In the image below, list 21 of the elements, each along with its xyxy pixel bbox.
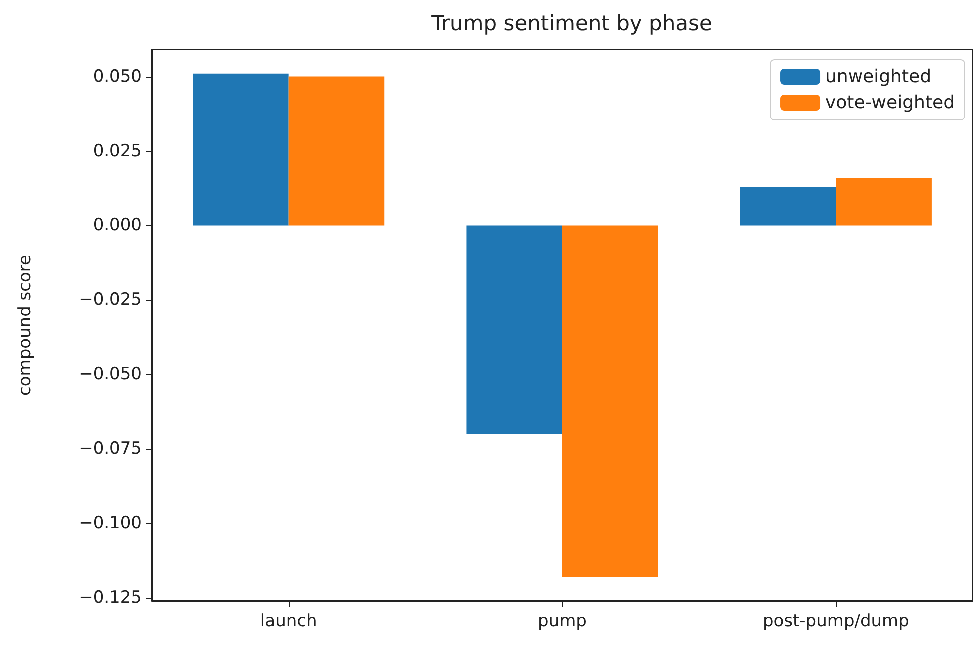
y-tick-label: 0.000: [93, 216, 142, 236]
x-tick-label: post-pump/dump: [762, 612, 910, 632]
y-tick-label: −0.025: [79, 290, 142, 310]
bar: [740, 187, 836, 226]
y-tick-label: 0.050: [93, 66, 142, 87]
bar: [836, 178, 932, 226]
bar: [466, 226, 562, 434]
y-tick-label: −0.125: [79, 588, 142, 608]
bar: [562, 226, 658, 578]
y-tick-label: −0.075: [79, 439, 142, 460]
chart-title: Trump sentiment by phase: [430, 12, 712, 36]
x-tick-label: launch: [260, 612, 318, 632]
bar: [193, 74, 289, 226]
x-tick-label: pump: [538, 612, 587, 632]
bar: [288, 76, 385, 226]
y-tick-label: −0.050: [79, 364, 142, 385]
legend-label: vote-weighted: [826, 92, 956, 114]
y-tick-label: 0.025: [93, 141, 142, 162]
legend-label: unweighted: [826, 66, 932, 88]
y-tick-label: −0.100: [79, 514, 142, 534]
y-axis-title: compound score: [16, 255, 36, 396]
